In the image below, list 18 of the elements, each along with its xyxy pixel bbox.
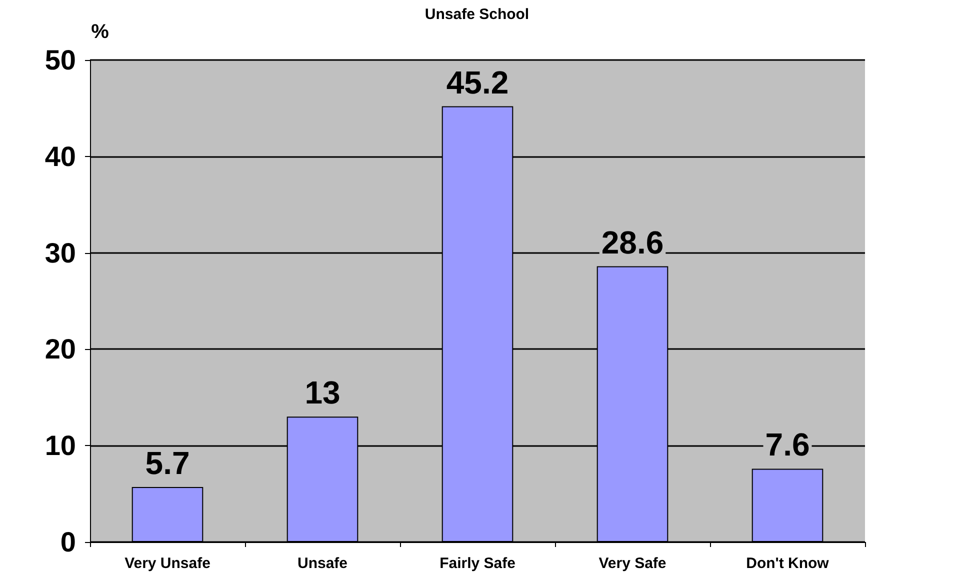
x-tick-label: Unsafe: [297, 555, 348, 572]
chart-title: Unsafe School: [424, 6, 530, 23]
y-tick-label: 30: [44, 237, 76, 268]
data-label: 13: [304, 374, 340, 411]
data-label: 7.6: [765, 426, 810, 463]
y-tick-label: 50: [44, 44, 76, 76]
data-label: 45.2: [446, 64, 509, 100]
data-label: 28.6: [601, 224, 664, 260]
x-tick-label: Very Safe: [598, 555, 666, 572]
x-tick-label: Don't Know: [746, 555, 830, 572]
x-tick-label: Very Unsafe: [124, 555, 210, 572]
data-label: 5.7: [145, 445, 190, 482]
x-tick-label: Fairly Safe: [440, 555, 516, 572]
y-tick-label: 10: [44, 430, 76, 462]
y-tick-label: 20: [44, 334, 76, 365]
y-tick-label: 0: [60, 526, 76, 558]
y-tick-label: 40: [44, 140, 76, 172]
y-axis-title: %: [91, 21, 110, 43]
